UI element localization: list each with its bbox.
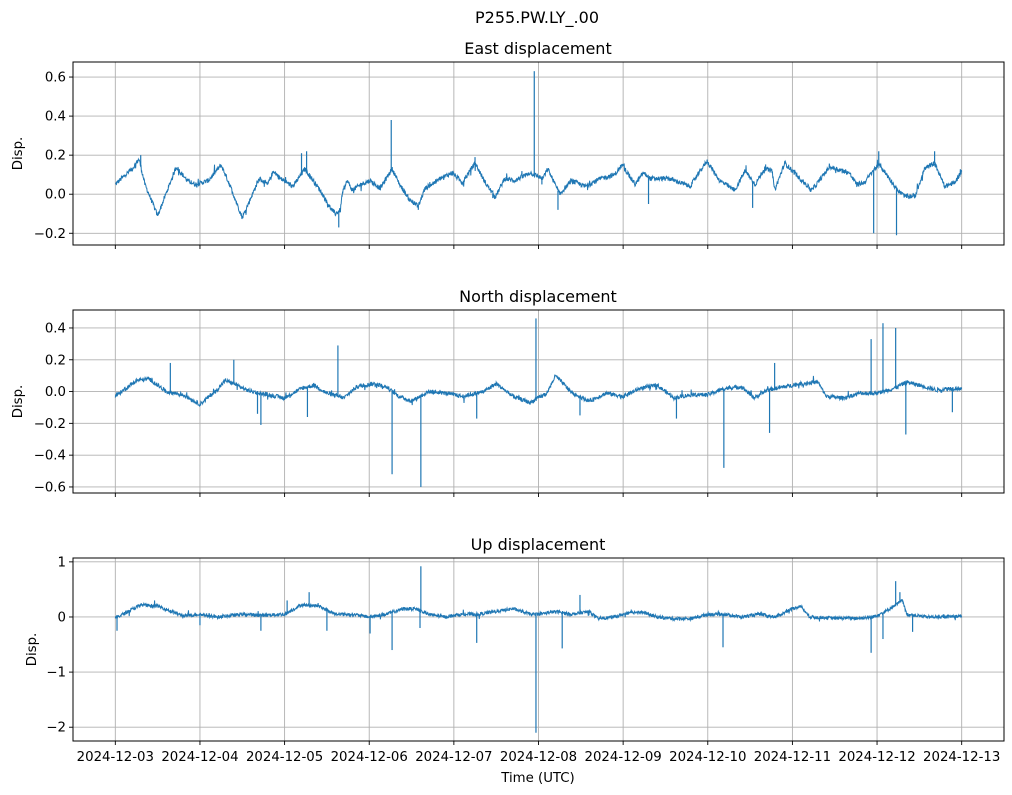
x-tick-label: 2024-12-08	[500, 750, 577, 765]
x-tick-label: 2024-12-11	[754, 750, 831, 765]
y-tick-label: 0.4	[45, 110, 66, 125]
x-tick-label: 2024-12-04	[161, 750, 238, 765]
x-tick-label: 2024-12-05	[246, 750, 323, 765]
y-tick-label: −0.6	[34, 480, 66, 495]
up-axes-frame	[72, 557, 1005, 742]
east-panel: East displacement Disp. −0.2 0.0 0.2 0.4 0.6	[11, 39, 1005, 249]
y-tick-label: −0.2	[34, 227, 66, 242]
up-series-line	[114, 599, 963, 623]
x-tick-label: 2024-12-13	[923, 750, 1000, 765]
y-tick-label: 0.2	[45, 353, 66, 368]
y-tick-label: −1	[46, 666, 66, 681]
north-axes-frame	[72, 309, 1005, 494]
y-tick-label: 0.4	[45, 321, 66, 336]
y-tick-label: −2	[46, 721, 66, 736]
east-series-line	[115, 157, 963, 220]
east-panel-title: East displacement	[464, 39, 611, 58]
y-tick-label: 0.0	[45, 188, 66, 203]
x-tick-label: 2024-12-12	[838, 750, 915, 765]
x-axis-label: Time (UTC)	[500, 771, 575, 786]
x-tick-label: 2024-12-07	[415, 750, 492, 765]
y-tick-label: 0.0	[45, 385, 66, 400]
x-tick-label: 2024-12-10	[669, 750, 746, 765]
y-tick-label: 0	[58, 610, 66, 625]
up-panel: Up displacement Disp. −2 −1 0 1 2024-12-03 20…	[25, 535, 1005, 765]
x-tick-label: 2024-12-09	[584, 750, 661, 765]
y-tick-label: 1	[58, 555, 66, 570]
y-tick-label: −0.2	[34, 417, 66, 432]
figure-title: P255.PW.LY_.00	[475, 8, 599, 28]
north-y-axis-label: Disp.	[11, 385, 26, 419]
north-panel-title: North displacement	[459, 287, 617, 306]
x-tick-label: 2024-12-03	[77, 750, 154, 765]
east-axes-frame	[72, 61, 1005, 246]
x-tick-label: 2024-12-06	[331, 750, 408, 765]
east-y-axis-label: Disp.	[11, 137, 26, 171]
y-tick-label: 0.2	[45, 149, 66, 164]
north-series-line	[114, 374, 963, 408]
y-tick-label: 0.6	[45, 71, 66, 86]
up-y-axis-label: Disp.	[25, 633, 40, 667]
y-tick-label: −0.4	[34, 449, 66, 464]
north-panel: North displacement Disp. −0.6 −0.4 −0.2 0.0…	[11, 287, 1005, 497]
up-panel-title: Up displacement	[471, 535, 606, 554]
